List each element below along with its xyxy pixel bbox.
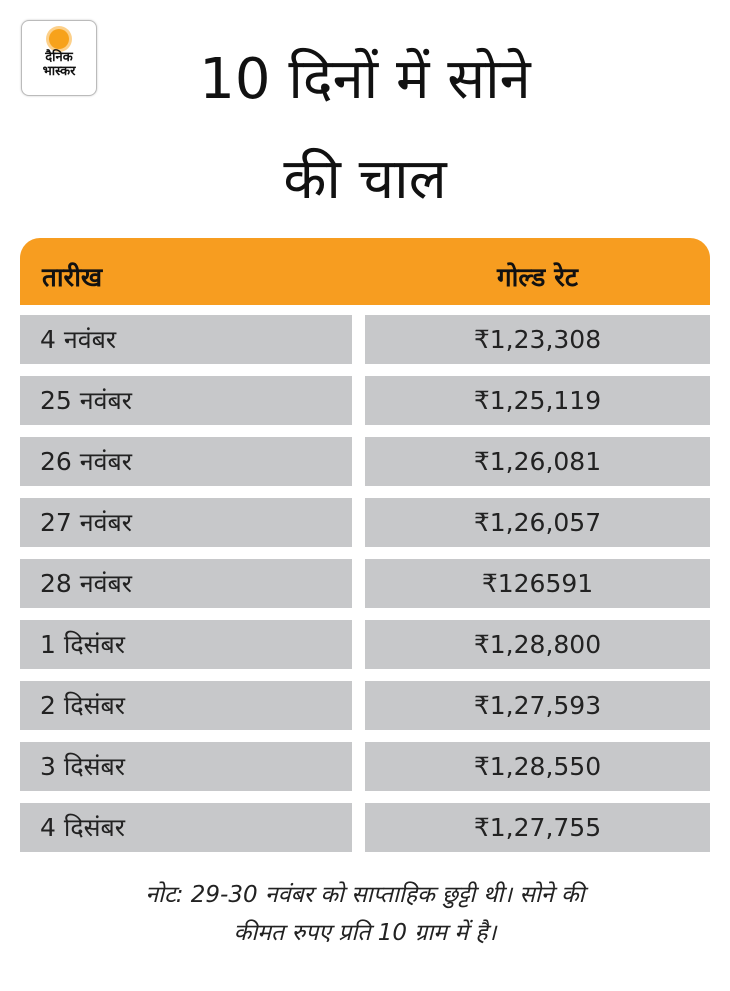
footnote-line-1: नोट: 29-30 नवंबर को साप्ताहिक छुट्टी थी।…	[145, 882, 585, 908]
table-row: 28 नवंबर ₹126591	[20, 559, 710, 608]
date-cell: 1 दिसंबर	[20, 620, 352, 669]
rate-cell: ₹1,27,755	[365, 803, 710, 852]
column-header-date: तारीख	[42, 263, 103, 293]
date-cell: 4 दिसंबर	[20, 803, 352, 852]
footnote-line-2: कीमत रुपए प्रति 10 ग्राम में है।	[233, 920, 497, 946]
rate-cell: ₹1,27,593	[365, 681, 710, 730]
rate-cell: ₹126591	[365, 559, 710, 608]
column-header-gold-rate: गोल्ड रेट	[496, 263, 579, 293]
table-header: तारीख गोल्ड रेट	[20, 238, 710, 305]
footnote: नोट: 29-30 नवंबर को साप्ताहिक छुट्टी थी।…	[30, 876, 700, 952]
title-line-1: 10 दिनों में सोने	[199, 47, 531, 112]
dainik-bhaskar-logo: दैनिक भास्कर	[21, 20, 97, 96]
rate-cell: ₹1,26,057	[365, 498, 710, 547]
table-row: 4 दिसंबर ₹1,27,755	[20, 803, 710, 852]
table-row: 25 नवंबर ₹1,25,119	[20, 376, 710, 425]
date-cell: 4 नवंबर	[20, 315, 352, 364]
rate-cell: ₹1,25,119	[365, 376, 710, 425]
date-cell: 25 नवंबर	[20, 376, 352, 425]
rate-cell: ₹1,28,550	[365, 742, 710, 791]
table-row: 27 नवंबर ₹1,26,057	[20, 498, 710, 547]
rate-cell: ₹1,26,081	[365, 437, 710, 486]
page-title: 10 दिनों में सोने की चाल	[110, 30, 620, 230]
rate-cell: ₹1,23,308	[365, 315, 710, 364]
rate-cell: ₹1,28,800	[365, 620, 710, 669]
table-row: 3 दिसंबर ₹1,28,550	[20, 742, 710, 791]
gold-rate-table: तारीख गोल्ड रेट 4 नवंबर ₹1,23,308 25 नवंबर…	[20, 238, 710, 852]
date-cell: 26 नवंबर	[20, 437, 352, 486]
table-row: 26 नवंबर ₹1,26,081	[20, 437, 710, 486]
date-cell: 27 नवंबर	[20, 498, 352, 547]
date-cell: 3 दिसंबर	[20, 742, 352, 791]
sun-icon	[49, 29, 69, 49]
date-cell: 2 दिसंबर	[20, 681, 352, 730]
table-row: 1 दिसंबर ₹1,28,800	[20, 620, 710, 669]
title-line-2: की चाल	[283, 147, 447, 212]
date-cell: 28 नवंबर	[20, 559, 352, 608]
table-row: 2 दिसंबर ₹1,27,593	[20, 681, 710, 730]
table-row: 4 नवंबर ₹1,23,308	[20, 315, 710, 364]
logo-text: दैनिक भास्कर	[42, 50, 76, 79]
